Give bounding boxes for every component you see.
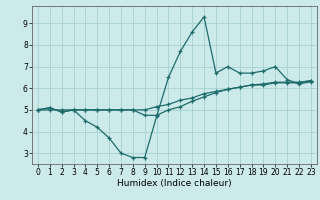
X-axis label: Humidex (Indice chaleur): Humidex (Indice chaleur) xyxy=(117,179,232,188)
